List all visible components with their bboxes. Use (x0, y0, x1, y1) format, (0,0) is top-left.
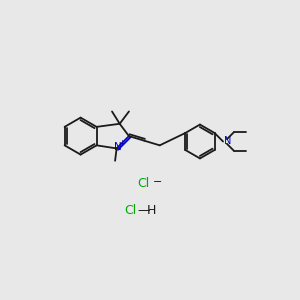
Text: N: N (113, 142, 121, 152)
Text: H: H (147, 204, 156, 217)
Text: +: + (118, 139, 125, 148)
Text: −: − (153, 176, 162, 187)
Text: Cl: Cl (138, 177, 150, 190)
Text: N: N (224, 136, 231, 146)
Text: —: — (138, 204, 150, 217)
Text: Cl: Cl (124, 204, 136, 217)
